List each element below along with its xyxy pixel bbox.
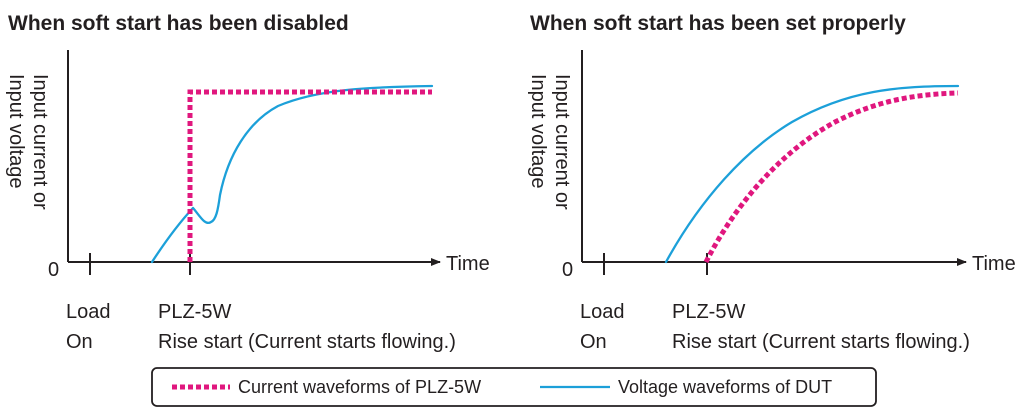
panel-title: When soft start has been disabled [8, 12, 349, 35]
rise-start-label-line-1: PLZ-5W [672, 301, 745, 323]
rise-start-label-line-2: Rise start (Current starts flowing.) [672, 331, 970, 353]
plz-current-waveform [703, 90, 959, 264]
panel-title: When soft start has been set properly [530, 12, 906, 35]
dut-voltage-curve [664, 84, 960, 264]
zero-label: 0 [48, 259, 59, 281]
zero-label: 0 [562, 259, 573, 281]
legend-label-voltage: Voltage waveforms of DUT [618, 377, 832, 397]
legend-box [151, 367, 877, 407]
load-on-label-line-2: On [580, 331, 607, 353]
dut-voltage-curve [150, 84, 434, 264]
load-on-label-line-2: On [66, 331, 93, 353]
load-on-label-line-1: Load [66, 301, 111, 323]
rise-start-label-line-1: PLZ-5W [158, 301, 231, 323]
y-axis-label: Input current or Input voltage [527, 74, 573, 215]
x-axis-label-time: Time [972, 253, 1016, 275]
legend: Current waveforms of PLZ-5W Voltage wave… [151, 367, 877, 407]
x-axis-label-time: Time [446, 253, 490, 275]
panel-soft-start-disabled: When soft start has been disabled Input … [5, 12, 490, 353]
legend-label-current: Current waveforms of PLZ-5W [238, 377, 481, 397]
rise-start-label-line-2: Rise start (Current starts flowing.) [158, 331, 456, 353]
panel-soft-start-proper: When soft start has been set properly In… [527, 12, 1016, 353]
plz-current-waveform [187, 89, 432, 262]
y-axis-label: Input current or Input voltage [5, 74, 51, 215]
load-on-label-line-1: Load [580, 301, 625, 323]
